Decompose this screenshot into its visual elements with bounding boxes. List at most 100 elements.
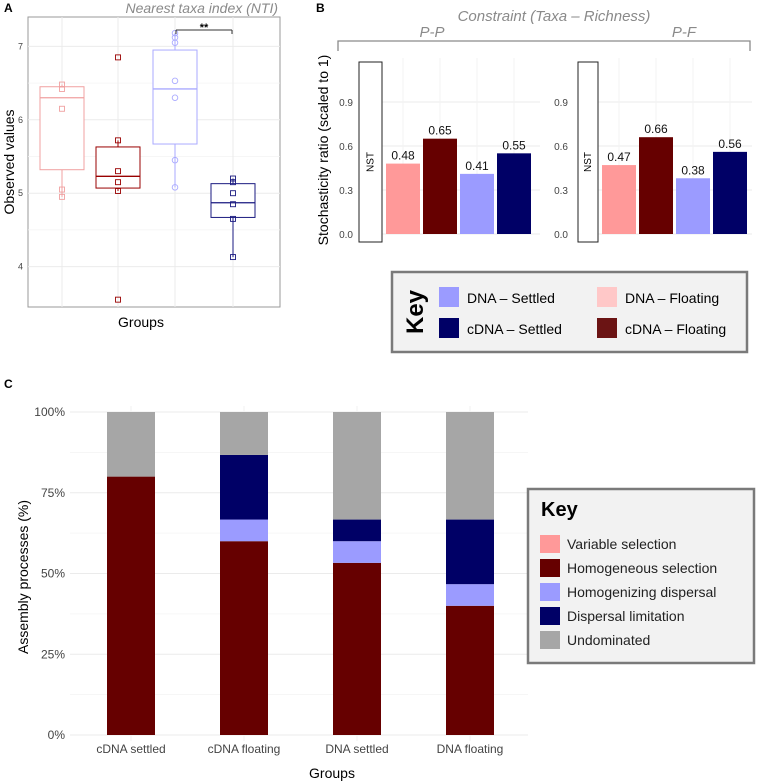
panel-c-x-ticks: cDNA settled cDNA floating DNA settled DNA … (96, 742, 503, 756)
c-legend-swatch (540, 535, 560, 553)
c-xtick-label: DNA settled (325, 742, 388, 756)
a-point (59, 186, 65, 193)
panel-b-title: Constraint (Taxa – Richness) (458, 8, 651, 25)
a-box-iqr (210, 183, 256, 218)
c-bar-segment (446, 412, 494, 520)
panel-a-y-ticks: 4 5 6 7 (18, 41, 23, 271)
c-legend-item-homogeneous-selection: Homogeneous selection (540, 559, 717, 577)
c-xtick-label: cDNA settled (96, 742, 165, 756)
b-bar-value-label: 0.55 (502, 138, 526, 152)
a-point (171, 29, 179, 37)
panel-c-y-axis-label: Assembly processes (%) (15, 500, 31, 654)
c-bar-dna-settled (333, 412, 381, 735)
b-bar (713, 151, 747, 234)
c-bar-segment (333, 562, 381, 735)
a-point (171, 156, 179, 164)
b-ytick-label: 0.9 (339, 98, 353, 109)
facet-label-pf: P-F (672, 24, 697, 41)
a-point (171, 34, 179, 41)
c-bar-cdna-floating (220, 412, 268, 735)
a-point (230, 215, 236, 222)
a-point (171, 77, 179, 85)
c-ytick-label: 50% (41, 567, 65, 581)
legend-swatch-cdna-settled (439, 318, 459, 338)
a-box-iqr (152, 49, 198, 145)
panel-a-y-axis-label: Observed values (1, 109, 17, 214)
a-box-dna-floating (39, 81, 85, 200)
b-ytick-label: 0.3 (554, 186, 568, 197)
c-bar-segment (333, 412, 381, 520)
a-point (115, 188, 121, 194)
a-point (59, 85, 65, 92)
panel-b-legend-box (390, 270, 749, 354)
a-point (115, 296, 121, 303)
legend-swatch-dna-floating (597, 287, 617, 307)
a-point (171, 39, 179, 46)
c-bar-dna-floating (446, 412, 494, 735)
c-legend-item-undominated: Undominated (540, 631, 650, 649)
panel-b-legend: Key DNA – Settled DNA – Floating cDNA – … (390, 270, 749, 354)
c-legend-swatch (540, 607, 560, 625)
c-legend-label: Homogenizing dispersal (567, 584, 716, 600)
c-legend-item-dispersal-limitation: Dispersal limitation (540, 607, 684, 625)
c-legend-swatch (540, 583, 560, 601)
panel-a-x-axis-label: Groups (118, 314, 164, 330)
c-xtick-label: DNA floating (437, 742, 504, 756)
panel-c-y-ticks: 0% 25% 50% 75% 100% (34, 405, 65, 742)
b-bar (460, 173, 494, 234)
b-ytick-label: 0.3 (339, 186, 353, 197)
panel-b-y-axis-label: Stochasticity ratio (scaled to 1) (315, 55, 331, 246)
panel-c-label: C (4, 377, 13, 391)
b-ytick-label: 0.0 (554, 230, 568, 241)
b-bar (423, 138, 457, 234)
panel-c-legend-box (526, 487, 756, 665)
b-bar-value-label: 0.56 (718, 137, 742, 151)
b-bar-value-label: 0.65 (428, 124, 452, 138)
a-ytick-label: 7 (18, 41, 23, 51)
legend-label-dna-settled: DNA – Settled (467, 290, 555, 306)
a-point (59, 193, 65, 200)
b-bar (602, 165, 636, 234)
b-bar-value-label: 0.66 (644, 122, 668, 136)
c-ytick-label: 25% (41, 647, 65, 661)
c-legend-swatch (540, 559, 560, 577)
c-legend-label: Homogeneous selection (567, 560, 717, 576)
b-bar (386, 163, 420, 234)
c-bar-segment (446, 584, 494, 606)
a-ytick-label: 4 (18, 262, 23, 272)
c-ytick-label: 0% (48, 728, 66, 742)
a-point (230, 190, 236, 197)
b-bar-value-label: 0.47 (607, 150, 631, 164)
b-ytick-label: 0.6 (339, 142, 353, 153)
c-legend-item-variable-selection: Variable selection (540, 535, 676, 553)
b-nst-box (577, 61, 599, 243)
c-legend-item-homogenizing-dispersal: Homogenizing dispersal (540, 583, 716, 601)
legend-swatch-cdna-floating (597, 318, 617, 338)
b-bar (497, 153, 531, 234)
a-point (115, 137, 121, 144)
panel-b-facet-bracket (337, 40, 751, 51)
panel-c-stacked-bars (107, 412, 494, 735)
c-bar-cdna-settled (107, 412, 155, 735)
panel-c-assembly: C 0% 25% 50% 75% 100% cDNA settled cDNA float… (4, 377, 756, 781)
b-ytick-label: 0.6 (554, 142, 568, 153)
a-box-cdna-floating (95, 54, 141, 303)
c-legend-label: Dispersal limitation (567, 608, 684, 624)
a-ytick-label: 5 (18, 188, 23, 198)
panel-a-significance: ** (175, 22, 233, 34)
panel-a-boxes (39, 29, 256, 303)
panel-c-x-axis-label: Groups (309, 765, 355, 781)
c-bar-segment (107, 412, 155, 477)
a-point (230, 201, 236, 208)
c-ytick-label: 75% (41, 486, 65, 500)
a-point (115, 168, 121, 175)
c-bar-segment (220, 541, 268, 735)
c-bar-segment (220, 412, 268, 455)
c-bar-segment (220, 454, 268, 520)
panel-b-stochasticity: B Constraint (Taxa – Richness) P-P P-F S… (315, 1, 752, 354)
a-box-dna-settled (152, 29, 198, 191)
a-box-iqr (95, 146, 141, 189)
panel-b-facets: 0.0 0.3 0.6 0.9 NST 0.48 0.65 0.41 0.55 0.0 0.3 0.6… (339, 58, 752, 243)
legend-label-dna-floating: DNA – Floating (625, 290, 719, 306)
panel-a-boxplot: A Nearest taxa index (NTI) 4 5 6 7 ** Obser… (1, 0, 281, 330)
